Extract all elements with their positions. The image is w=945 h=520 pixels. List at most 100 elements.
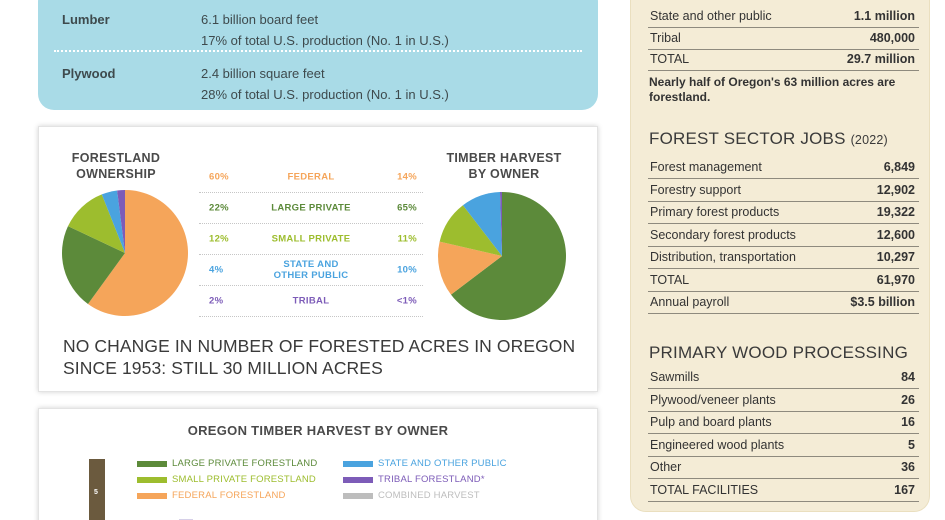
legend-item: LARGE PRIVATE FORESTLAND (137, 458, 317, 469)
jobs-heading: FOREST SECTOR JOBS (2022) (649, 129, 888, 149)
owner-label: LARGE PRIVATE (251, 203, 371, 214)
processing-heading: PRIMARY WOOD PROCESSING (649, 343, 909, 362)
forestland-percent: 2% (209, 295, 224, 307)
owner-label: FEDERAL (251, 172, 371, 183)
forestland-percent: 60% (209, 171, 229, 183)
proc-row: Engineered wood plants 5 (648, 435, 919, 457)
production-amount: 6.1 billion board feet (201, 12, 319, 27)
row-label: TOTAL FACILITIES (650, 482, 759, 497)
row-value: 16 (901, 415, 915, 429)
row-label: Other (650, 460, 682, 474)
legend-swatch (137, 492, 167, 499)
pie-slice-state-and-other-public (462, 192, 502, 256)
row-value: 19,322 (876, 205, 915, 219)
owner-label: STATE AND OTHER PUBLIC (251, 259, 371, 281)
jobs-row: TOTAL 61,970 (648, 270, 919, 292)
axis-tick-label: 5 (94, 489, 98, 496)
legend-label: COMBINED HARVEST (378, 490, 480, 501)
jobs-row: Primary forest products 19,322 (648, 202, 919, 224)
legend-swatch (343, 476, 373, 483)
axis-bar (89, 459, 105, 520)
jobs-row: Forest management 6,849 (648, 157, 919, 179)
row-value: 167 (894, 482, 915, 497)
legend-swatch (137, 460, 167, 467)
production-name: Plywood (62, 66, 116, 81)
ownership-row: 12% SMALL PRIVATE 11% (199, 224, 423, 255)
legend-swatch (343, 492, 373, 499)
land-row: State and other public 1.1 million (648, 6, 919, 28)
proc-row: Other 36 (648, 457, 919, 479)
ownership-panel: FORESTLAND OWNERSHIP 60% FEDERAL 14% 22% LAR… (38, 126, 598, 392)
row-value: 12,902 (876, 182, 915, 197)
legend-item: STATE AND OTHER PUBLIC (343, 458, 507, 469)
harvest-percent: 14% (397, 171, 417, 183)
owner-label: TRIBAL (251, 296, 371, 307)
jobs-title: FOREST SECTOR JOBS (649, 129, 846, 148)
legend-item: COMBINED HARVEST (343, 490, 480, 501)
land-row: TOTAL 29.7 million (648, 49, 919, 71)
owner-label-line: SMALL PRIVATE (271, 233, 351, 245)
row-value: 61,970 (876, 272, 915, 287)
legend-item: TRIBAL FORESTLAND* (343, 474, 485, 485)
owner-label-line: LARGE PRIVATE (271, 202, 351, 214)
legend-label: FEDERAL FORESTLAND (172, 490, 286, 501)
forestland-ownership-title: FORESTLAND OWNERSHIP (59, 150, 173, 182)
forestland-note: Nearly half of Oregon's 63 million acres… (649, 75, 896, 104)
forestland-percent: 12% (209, 233, 229, 245)
legend-swatch (343, 460, 373, 467)
title-line: BY OWNER (468, 167, 540, 181)
row-label: Distribution, transportation (650, 250, 796, 264)
production-box: Lumber 6.1 billion board feet 17% of tot… (38, 0, 598, 110)
legend-label: LARGE PRIVATE FORESTLAND (172, 458, 318, 469)
owner-label: SMALL PRIVATE (251, 234, 371, 245)
timber-harvest-title: TIMBER HARVEST BY OWNER (429, 150, 579, 182)
proc-row: TOTAL FACILITIES 167 (648, 480, 919, 502)
note-line: SINCE 1953: STILL 30 MILLION ACRES (63, 358, 383, 378)
legend-swatch (137, 476, 167, 483)
proc-row: Sawmills 84 (648, 367, 919, 389)
row-label: Plywood/veneer plants (650, 392, 776, 407)
harvest-chart-title: OREGON TIMBER HARVEST BY OWNER (187, 423, 449, 438)
harvest-chart-panel: OREGON TIMBER HARVEST BY OWNER 5 LARGE P… (38, 408, 598, 520)
row-value: 1.1 million (853, 9, 915, 23)
row-label: Forest management (650, 160, 762, 174)
legend-label: STATE AND OTHER PUBLIC (378, 458, 507, 469)
ownership-row: 60% FEDERAL 14% (199, 162, 423, 193)
row-value: 12,600 (876, 227, 915, 242)
row-label: Engineered wood plants (650, 437, 785, 452)
harvest-percent: <1% (396, 295, 417, 307)
pie-slice-state-and-other-public (101, 190, 125, 253)
row-value: 10,297 (876, 250, 915, 264)
land-row: Tribal 480,000 (648, 28, 919, 50)
jobs-row: Distribution, transportation 10,297 (648, 247, 919, 269)
timber-harvest-pie (438, 192, 566, 320)
ownership-row: 2% TRIBAL <1% (199, 286, 423, 317)
jobs-row: Annual payroll $3.5 billion (648, 292, 919, 314)
pie-slice-tribal (117, 190, 125, 253)
forestland-ownership-pie (61, 190, 189, 316)
ownership-table: 60% FEDERAL 14% 22% LARGE PRIVATE 65% 12% SMALL… (199, 162, 423, 317)
pie-slice-federal (87, 190, 189, 316)
legend-item: FEDERAL FORESTLAND (137, 490, 286, 501)
row-label: Tribal (650, 30, 681, 45)
pie-slice-large-private (450, 192, 566, 320)
title-line: OWNERSHIP (76, 167, 156, 181)
row-label: TOTAL (650, 52, 690, 66)
proc-row: Pulp and board plants 16 (648, 412, 919, 434)
ownership-row: 4% STATE AND OTHER PUBLIC 10% (199, 255, 423, 286)
legend-label: SMALL PRIVATE FORESTLAND (172, 474, 316, 485)
row-label: Primary forest products (650, 205, 780, 219)
jobs-row: Forestry support 12,902 (648, 180, 919, 202)
row-value: 480,000 (869, 30, 915, 45)
owner-label-line: STATE AND (283, 259, 339, 270)
forestland-percent: 4% (209, 264, 224, 276)
harvest-percent: 65% (397, 202, 417, 214)
title-line: FORESTLAND (71, 151, 161, 165)
row-label: State and other public (650, 9, 772, 23)
production-name: Lumber (62, 12, 110, 27)
pie-slice-small-private (67, 194, 125, 253)
row-value: 26 (901, 392, 915, 407)
row-value: 36 (901, 460, 915, 474)
row-value: 5 (908, 437, 915, 452)
production-share: 28% of total U.S. production (No. 1 in U… (201, 87, 449, 102)
